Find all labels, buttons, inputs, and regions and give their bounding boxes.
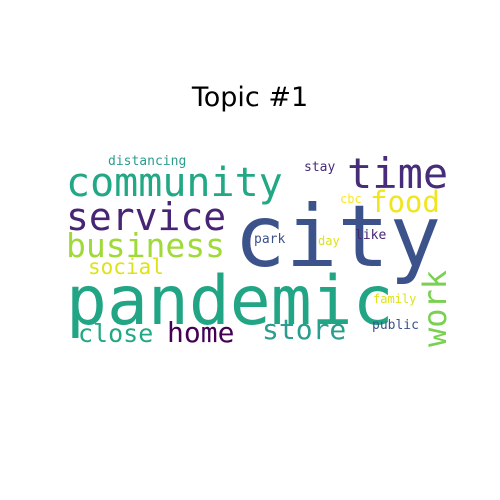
word-close: close (78, 319, 154, 348)
word-day: day (318, 234, 340, 248)
word-distancing: distancing (108, 154, 187, 169)
word-stay: stay (304, 160, 336, 175)
word-work: work (416, 269, 454, 347)
word-store: store (262, 313, 347, 346)
word-pandemic: pandemic (66, 262, 394, 341)
word-social: social (88, 255, 164, 279)
word-like: like (355, 228, 387, 243)
word-service: service (66, 195, 227, 239)
word-park: park (254, 232, 286, 247)
word-business: business (66, 226, 225, 265)
word-city: city (234, 187, 442, 287)
word-public: public (372, 318, 419, 333)
word-cbc: cbc (340, 192, 362, 206)
topic-title: Topic #1 (191, 82, 309, 113)
word-time: time (347, 149, 449, 198)
word-community: community (66, 160, 283, 206)
word-family: family (373, 292, 417, 306)
word-food: food (370, 185, 440, 219)
word-home: home (167, 316, 235, 349)
